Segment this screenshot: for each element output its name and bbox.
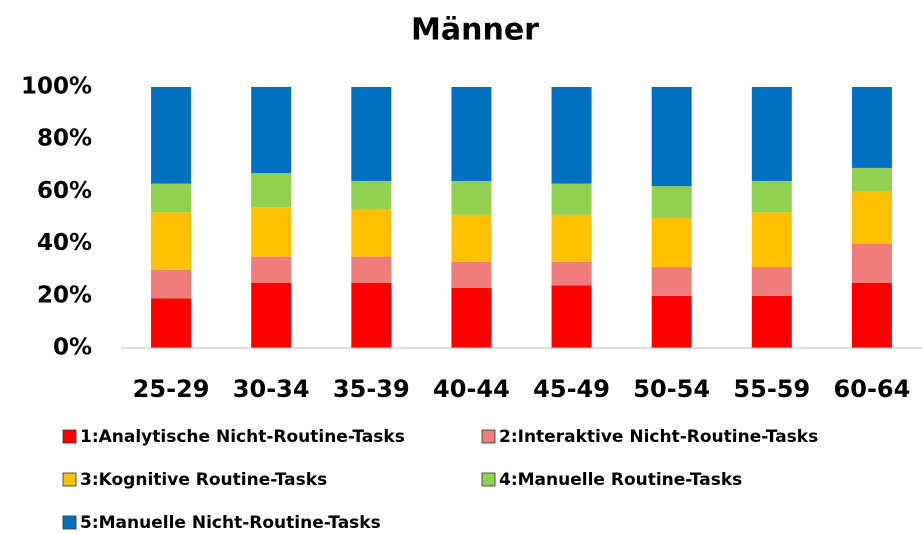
bar-segment bbox=[751, 180, 792, 213]
bar-segment bbox=[751, 267, 792, 296]
bar-segment bbox=[651, 295, 692, 348]
chart-title: Männer bbox=[411, 13, 539, 48]
bar-segment bbox=[351, 282, 392, 348]
legend-swatch bbox=[62, 472, 77, 487]
bar-segment bbox=[451, 261, 492, 288]
x-tick-label: 55-59 bbox=[733, 375, 810, 403]
bar-segment bbox=[151, 269, 192, 299]
x-tick-label: 30-34 bbox=[233, 375, 310, 403]
bar-segment bbox=[651, 217, 692, 268]
bar-segment bbox=[251, 173, 292, 208]
bar-segment bbox=[751, 295, 792, 348]
bar-segment bbox=[851, 87, 892, 168]
bar-segment bbox=[151, 87, 192, 184]
bar-segment bbox=[251, 256, 292, 283]
bar-segment bbox=[851, 243, 892, 283]
x-tick-label: 60-64 bbox=[834, 375, 911, 403]
y-tick-label: 0% bbox=[53, 335, 92, 361]
x-tick-label: 45-49 bbox=[533, 375, 610, 403]
bar-segment bbox=[851, 167, 892, 192]
x-tick-label: 25-29 bbox=[133, 375, 210, 403]
legend-label: 1:Analytische Nicht-Routine-Tasks bbox=[80, 427, 405, 447]
bar-segment bbox=[551, 87, 592, 184]
bar-segment bbox=[851, 282, 892, 348]
legend-label: 4:Manuelle Routine-Tasks bbox=[499, 470, 742, 490]
legend-swatch bbox=[481, 472, 496, 487]
y-tick-label: 20% bbox=[37, 282, 92, 308]
x-tick-label: 40-44 bbox=[433, 375, 510, 403]
x-tick-label: 35-39 bbox=[333, 375, 410, 403]
bar-segment bbox=[751, 212, 792, 268]
legend-swatch bbox=[62, 429, 77, 444]
bar-segment bbox=[351, 256, 392, 283]
bar-segment bbox=[151, 183, 192, 213]
bar-segment bbox=[651, 267, 692, 296]
bar-segment bbox=[251, 282, 292, 348]
y-tick-label: 100% bbox=[21, 74, 92, 100]
bar-segment bbox=[251, 87, 292, 174]
bar-segment bbox=[651, 186, 692, 218]
x-tick-label: 50-54 bbox=[633, 375, 710, 403]
bar-segment bbox=[551, 183, 592, 215]
bar-segment bbox=[551, 261, 592, 286]
legend-swatch bbox=[62, 515, 77, 530]
bar-segment bbox=[751, 87, 792, 181]
bar-segment bbox=[451, 180, 492, 215]
bar-segment bbox=[351, 180, 392, 210]
y-tick-label: 40% bbox=[37, 230, 92, 256]
y-tick-label: 80% bbox=[37, 126, 92, 152]
bar-segment bbox=[151, 212, 192, 270]
legend-label: 2:Interaktive Nicht-Routine-Tasks bbox=[499, 427, 818, 447]
legend-swatch bbox=[481, 429, 496, 444]
bar-segment bbox=[451, 214, 492, 262]
legend-label: 5:Manuelle Nicht-Routine-Tasks bbox=[80, 513, 381, 533]
legend-label: 3:Kognitive Routine-Tasks bbox=[80, 470, 327, 490]
bar-segment bbox=[351, 209, 392, 257]
bar-segment bbox=[651, 87, 692, 187]
y-tick-label: 60% bbox=[37, 178, 92, 204]
bar-segment bbox=[451, 87, 492, 181]
bar-segment bbox=[551, 285, 592, 348]
bar-segment bbox=[851, 191, 892, 244]
bar-segment bbox=[451, 287, 492, 348]
bar-segment bbox=[351, 87, 392, 181]
bar-segment bbox=[551, 214, 592, 262]
bar-segment bbox=[151, 298, 192, 348]
bar-segment bbox=[251, 207, 292, 257]
